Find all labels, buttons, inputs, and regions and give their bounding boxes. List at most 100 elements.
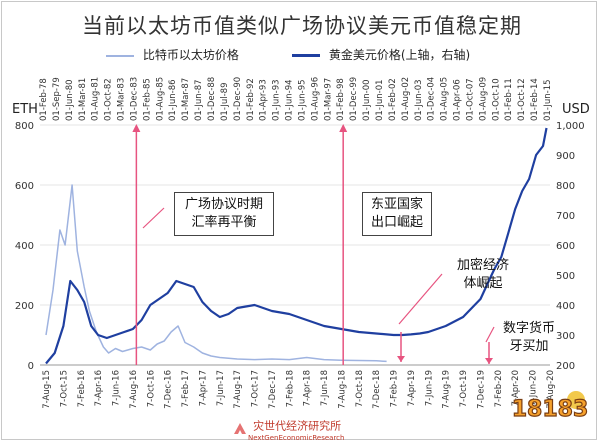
- bottom-tick-label: 7-Oct-19: [459, 370, 469, 407]
- top-tick-label: 01-Sep-79: [52, 77, 62, 121]
- annotation-leader-line: [485, 326, 495, 343]
- bottom-tick-label: 7-Feb-19: [390, 370, 400, 407]
- right-tick-label: 700: [556, 211, 575, 222]
- series-gold-line: [45, 127, 548, 365]
- bottom-tick-label: 7-Dec-18: [372, 370, 382, 409]
- top-tick-label: 01-Jun-80: [65, 79, 75, 121]
- top-tick-label: 01-Dec-88: [207, 77, 217, 121]
- left-tick-label: 800: [15, 121, 34, 132]
- legend-swatch-eth: [106, 54, 134, 57]
- bottom-tick-label: 7-Aug-20: [546, 370, 556, 409]
- top-tick-label: 01-Aug-09: [478, 77, 488, 121]
- left-tick-label: 600: [15, 181, 34, 192]
- right-tick-label: 200: [556, 361, 575, 372]
- top-tick-label: 01-Apr-93: [259, 79, 269, 121]
- top-tick-label: 01-Dec-83: [129, 77, 139, 121]
- top-tick-label: 01-Apr-06: [453, 79, 463, 121]
- top-tick-label: 01-Mar-87: [181, 78, 191, 121]
- top-tick-label: 01-Mar-81: [78, 78, 88, 121]
- right-tick-label: 600: [556, 241, 575, 252]
- series-eth-line: [45, 184, 387, 363]
- annotation-crypto-line2: 体崛起: [463, 276, 503, 291]
- brand-logo-icon: [234, 420, 246, 434]
- right-tick-label: 1,000: [556, 121, 585, 132]
- legend-item-gold: 黄金美元价格(上轴，右轴): [292, 46, 470, 62]
- top-tick-label: 01-Aug-05: [440, 77, 450, 121]
- annotation-crypto-rise: 加密经济 体崛起: [450, 257, 516, 293]
- top-tick-label: 01-Mar-83: [117, 78, 127, 121]
- left-tick-label: 400: [15, 241, 34, 252]
- top-tick-label: 01-Feb-02: [388, 78, 398, 121]
- right-tick-label: 500: [556, 271, 575, 282]
- legend-item-eth: 比特币以太坊价格: [106, 46, 239, 62]
- annotation-digital-line2: 牙买加: [509, 339, 549, 354]
- annotation-plaza-line2: 汇率再平衡: [191, 215, 257, 230]
- top-tick-label: 01-Jun-86: [168, 79, 178, 121]
- left-tick-label: 200: [15, 301, 34, 312]
- annotation-east-asia-line2: 出口崛起: [370, 215, 423, 230]
- top-tick-label: 01-Aug-02: [401, 77, 411, 121]
- bottom-tick-label: 7-Jun-17: [216, 370, 226, 406]
- bottom-tick-label: 7-Oct-16: [146, 370, 156, 407]
- legend-label-gold: 黄金美元价格(上轴，右轴): [328, 48, 471, 62]
- annotation-digital-jamaica: 数字货币 牙买加: [496, 320, 562, 356]
- bottom-tick-label: 7-Feb-20: [494, 370, 504, 407]
- bottom-tick-label: 7-Oct-15: [59, 370, 69, 407]
- bottom-tick-label: 7-Apr-19: [407, 370, 417, 406]
- annotation-leader-line: [142, 207, 165, 229]
- bottom-tick-label: 7-Apr-17: [198, 370, 208, 406]
- top-tick-label: 01-Feb-85: [142, 78, 152, 121]
- bottom-tick-label: 7-Apr-20: [511, 370, 521, 406]
- left-axis-unit: ETH: [12, 102, 38, 117]
- bottom-tick-label: 7-Dec-17: [268, 370, 278, 409]
- bottom-tick-label: 7-Feb-17: [181, 370, 191, 407]
- top-tick-label: 01-Jun-87: [194, 79, 204, 121]
- bottom-tick-label: 7-Dec-16: [164, 370, 174, 409]
- top-tick-label: 01-Oct-82: [104, 78, 114, 121]
- top-tick-label: 01-Jun-03: [414, 79, 424, 121]
- top-tick-label: 01-Jun-01: [375, 79, 385, 121]
- legend-label-eth: 比特币以太坊价格: [142, 48, 239, 62]
- badge-text: 18183: [512, 397, 589, 422]
- annotation-plaza-line1: 广场协议时期: [184, 197, 263, 212]
- chart-title: 当前以太坊币值类似广场协议美元币值稳定期: [82, 14, 522, 38]
- top-tick-label: 01-Jun-15: [543, 79, 553, 121]
- bottom-tick-label: 7-Jun-20: [529, 370, 539, 406]
- annotation-crypto-line1: 加密经济: [456, 258, 509, 273]
- bottom-tick-label: 7-Jun-18: [320, 370, 330, 406]
- annotation-plaza-accord: 广场协议时期 汇率再平衡: [174, 192, 274, 236]
- top-tick-label: 01-Dec-90: [233, 77, 243, 121]
- annotation-east-asia: 东亚国家 出口崛起: [362, 192, 432, 236]
- top-tick-label: 01-Aug-96: [310, 77, 320, 121]
- bottom-tick-label: 7-Aug-15: [42, 370, 52, 409]
- top-tick-label: 01-Feb-92: [246, 78, 256, 121]
- annotation-leader-line: [398, 273, 443, 325]
- period-marker-arrow: [339, 124, 348, 132]
- top-tick-label: 01-Jun-95: [297, 79, 307, 121]
- footer-brand: 灾世代经济研究所 NextGenEconomicResearch: [234, 415, 344, 442]
- top-tick-label: 01-Jun-00: [362, 79, 372, 121]
- top-tick-label: 01-Feb-11: [504, 78, 514, 121]
- bottom-tick-label: 7-Oct-18: [355, 370, 365, 407]
- annotation-east-asia-line1: 东亚国家: [370, 197, 423, 212]
- bottom-tick-label: 7-Feb-16: [77, 370, 87, 407]
- down-arrow-head: [485, 358, 493, 364]
- bottom-tick-label: 7-Aug-19: [442, 370, 452, 409]
- bottom-tick-label: 7-Aug-18: [337, 370, 347, 409]
- period-marker-arrow: [132, 124, 141, 132]
- left-tick-label: 0: [28, 361, 34, 372]
- top-tick-label: 01-Dec-99: [349, 77, 359, 121]
- bottom-tick-label: 7-Feb-18: [285, 370, 295, 407]
- bottom-tick-label: 7-Aug-16: [129, 370, 139, 409]
- bottom-tick-label: 7-Apr-16: [94, 370, 104, 406]
- top-tick-label: 01-Mar-97: [323, 78, 333, 121]
- down-arrow-head: [397, 356, 405, 362]
- top-tick-label: 01-Feb-14: [530, 78, 540, 121]
- brand-name-en: NextGenEconomicResearch: [248, 434, 345, 442]
- top-tick-label: 01-Jul-89: [220, 82, 230, 121]
- watermark-badge-icon: 18183: [511, 391, 589, 423]
- top-tick-label: 01-Jun-93: [272, 79, 282, 121]
- top-tick-label: 01-Oct-12: [517, 78, 527, 121]
